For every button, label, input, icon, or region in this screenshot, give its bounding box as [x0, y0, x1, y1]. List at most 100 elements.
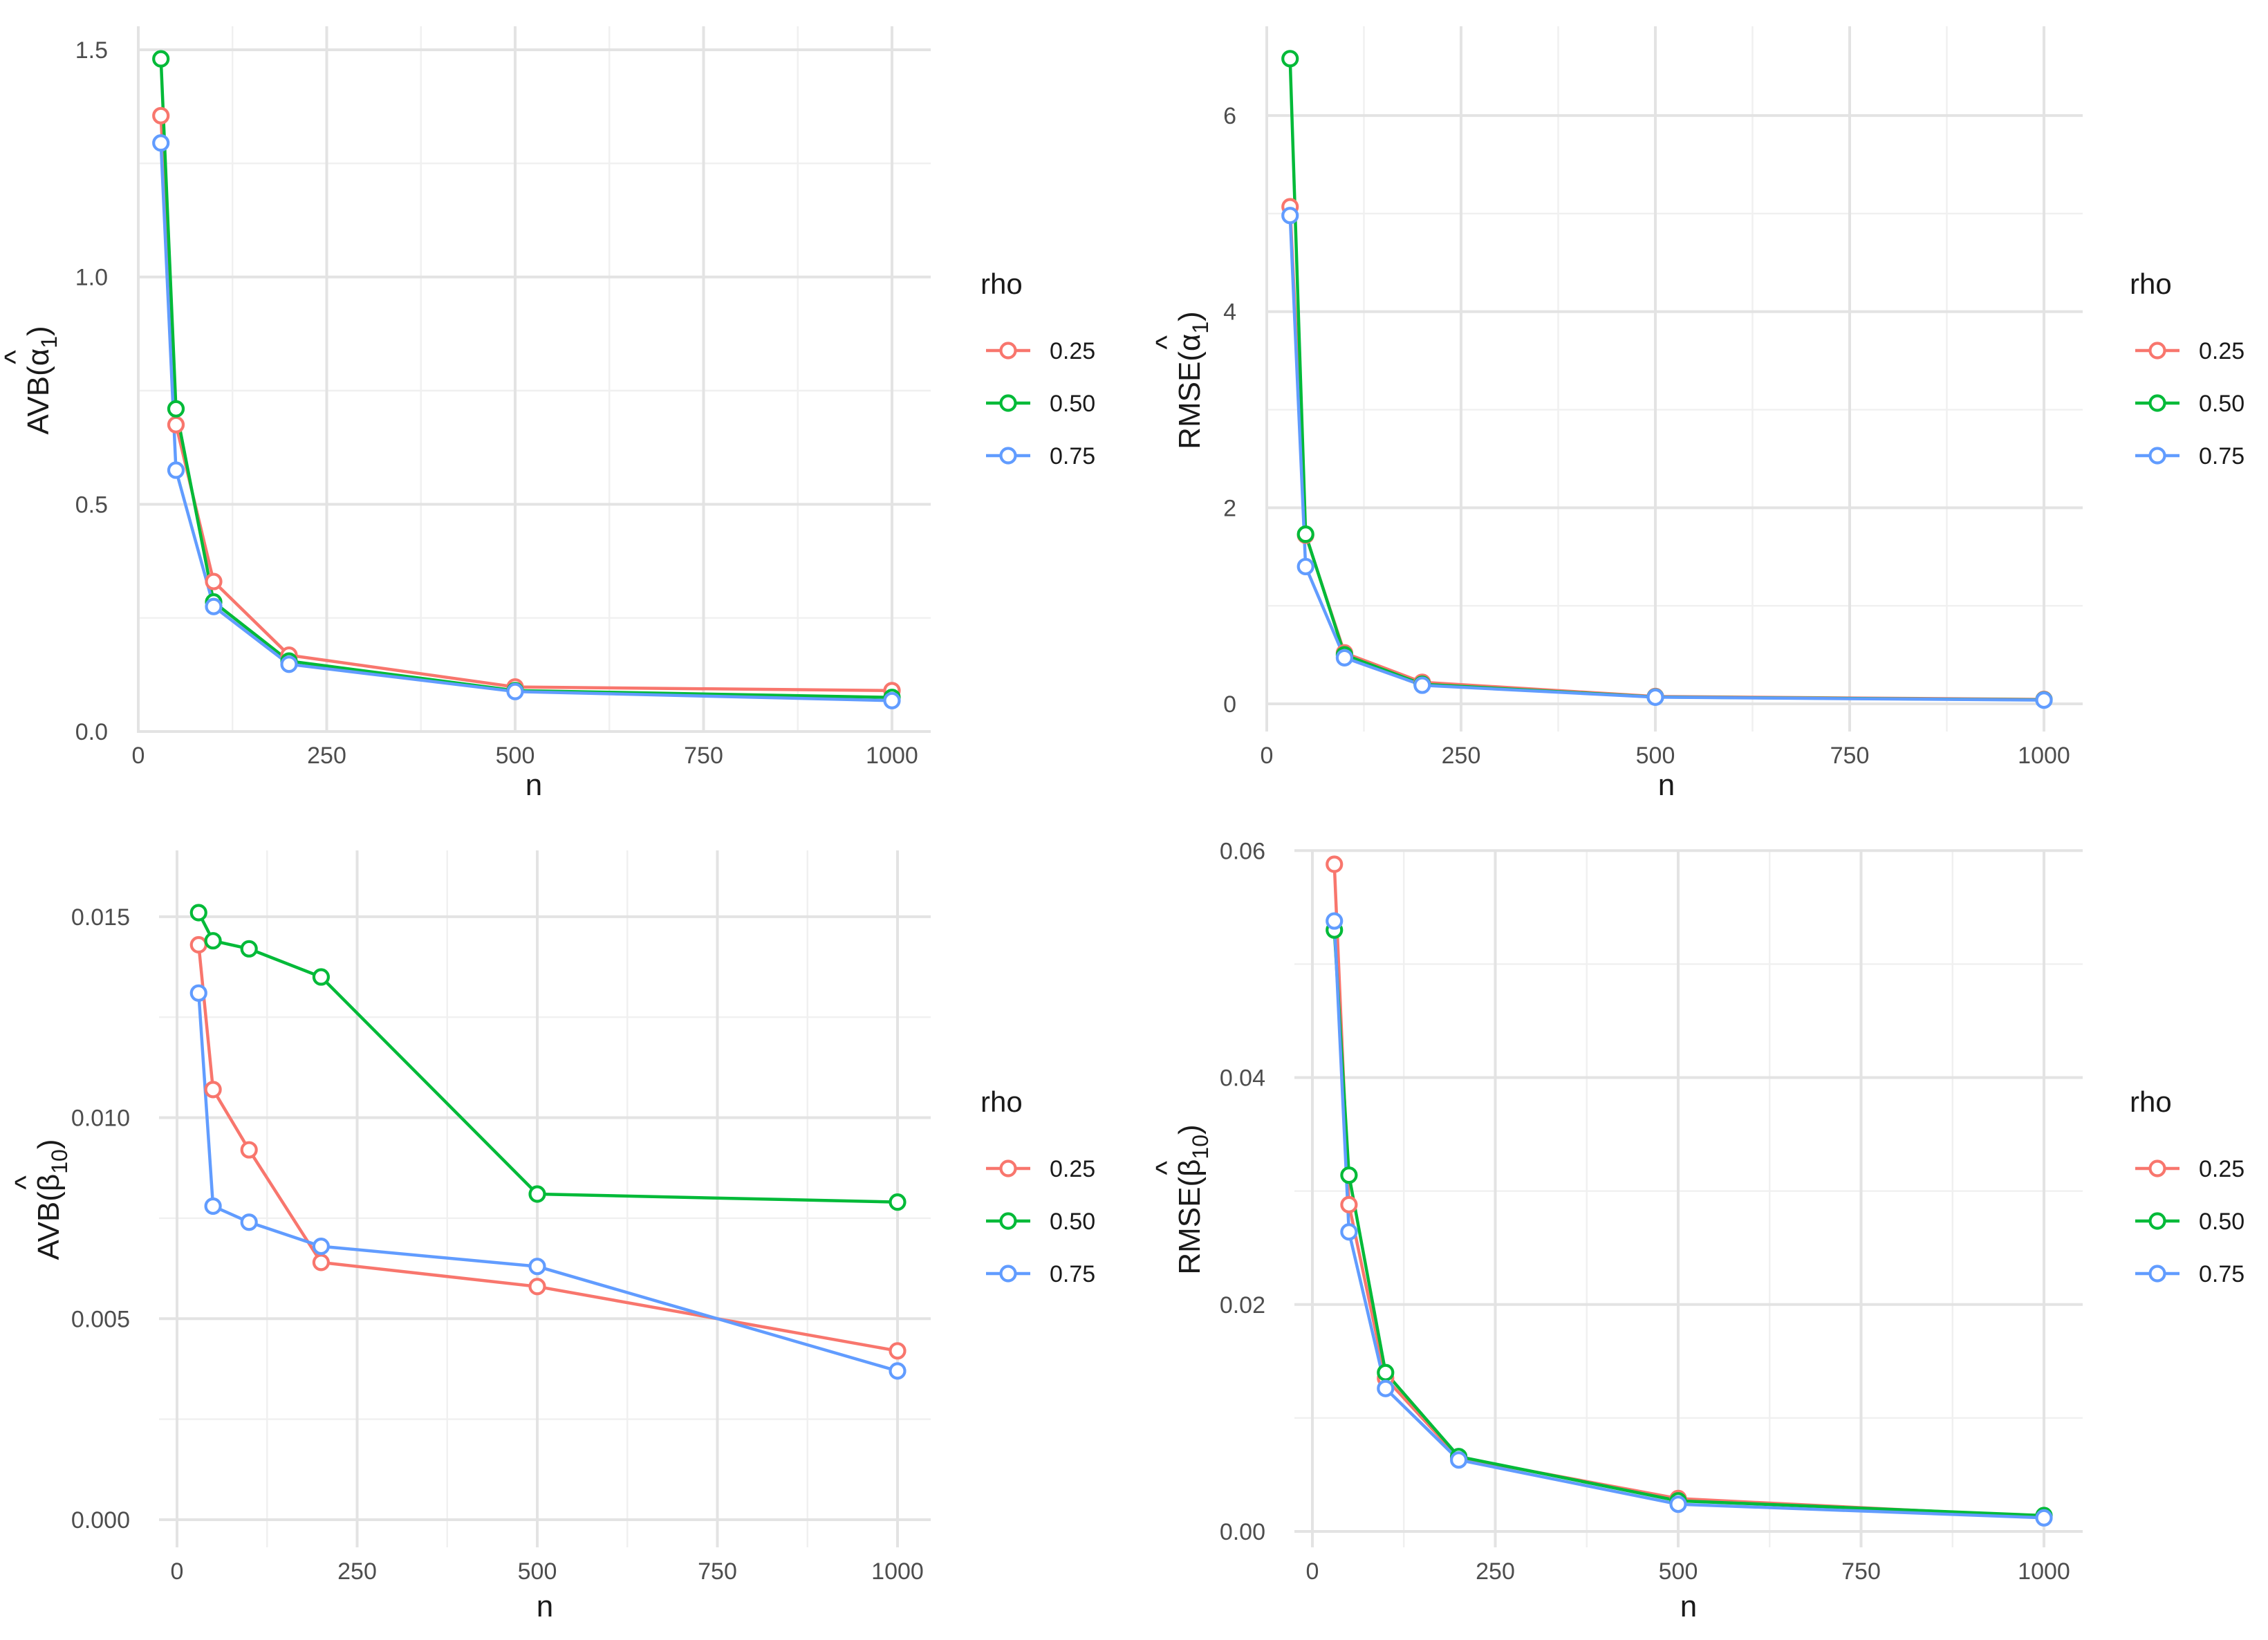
y-axis-title: AVB(α1)^: [0, 326, 62, 434]
data-point-rho-0.75: [240, 1213, 258, 1231]
y-tick-label: 0.000: [71, 1507, 130, 1534]
data-point-rho-0.75: [312, 1238, 330, 1256]
legend-label-rho: 0.50: [1050, 1209, 1095, 1235]
legend-key-point: [2148, 394, 2166, 412]
x-tick-label: 0: [132, 743, 145, 769]
legend-key-point: [2148, 1159, 2166, 1177]
y-tick-label: 2: [1223, 495, 1236, 521]
legend-label-rho: 0.75: [2199, 1261, 2244, 1287]
data-point-rho-0.75: [1450, 1451, 1468, 1469]
legend-key-point: [999, 394, 1017, 412]
panel-avb-alpha1: 0 250 500 750 10000.00.51.01.5nAVB(α1)^rho0.…: [0, 26, 1095, 802]
y-tick-label: 1.5: [75, 37, 108, 64]
y-axis-title-text: RMSE(α1): [1173, 311, 1213, 449]
y-axis-title-greek: α: [1173, 334, 1207, 351]
hat-accent: ^: [9, 1175, 43, 1190]
x-axis-title: n: [537, 1590, 553, 1623]
x-tick-label: 750: [1841, 1558, 1881, 1585]
x-tick-label: 250: [307, 743, 346, 769]
x-tick-label: 1000: [2018, 743, 2070, 769]
x-axis-title: n: [1658, 768, 1675, 802]
data-point-rho-0.25: [189, 935, 207, 954]
data-point-rho-0.50: [1340, 1166, 1358, 1184]
series-line-rho-0.75: [1288, 215, 2045, 702]
x-axis-title: n: [1680, 1590, 1697, 1623]
y-axis-title-main: AVB(: [32, 1191, 66, 1260]
series-line-rho-0.25: [159, 115, 893, 693]
y-axis-title-close: ): [1173, 311, 1207, 322]
x-tick-label: 1000: [866, 743, 918, 769]
y-tick-label: 0.00: [1220, 1519, 1265, 1545]
data-point-rho-0.75: [1377, 1379, 1395, 1397]
y-axis-title-greek: β: [1173, 1159, 1207, 1177]
data-point-rho-0.75: [1281, 207, 1299, 225]
x-tick-label: 500: [518, 1558, 557, 1585]
x-tick-label: 250: [1442, 743, 1481, 769]
legend-key-point: [2148, 342, 2166, 360]
x-tick-label: 750: [698, 1558, 737, 1585]
legend-key-point: [999, 447, 1017, 465]
data-point-rho-0.25: [204, 1081, 222, 1099]
y-axis-title: RMSE(β10)^: [1150, 1124, 1213, 1274]
legend-label-rho: 0.25: [1050, 338, 1095, 364]
data-point-rho-0.25: [528, 1278, 546, 1296]
x-tick-label: 500: [1636, 743, 1675, 769]
hat-accent: ^: [1150, 335, 1184, 350]
y-tick-label: 0.02: [1220, 1292, 1265, 1318]
legend-title: rho: [980, 1085, 1023, 1118]
panel-rmse-beta10: 0 250 500 750 1000 0.00 0.02 0.04 0.06 n RMSE(β10)…: [1150, 838, 2244, 1623]
legend-key-point: [999, 1265, 1017, 1283]
legend-title: rho: [2130, 268, 2172, 300]
y-tick-label: 0: [1223, 691, 1236, 718]
legend-key-point: [2148, 447, 2166, 465]
data-point-rho-0.50: [189, 904, 207, 922]
y-axis-title-subscript: 1: [1188, 322, 1213, 334]
data-point-rho-0.75: [506, 682, 524, 700]
data-point-rho-0.75: [204, 1197, 222, 1215]
legend-key-point: [999, 1212, 1017, 1230]
legend-label-rho: 0.50: [2199, 1209, 2244, 1235]
legend-label-rho: 0.25: [2199, 338, 2244, 364]
data-point-rho-0.75: [528, 1258, 546, 1276]
series-line-rho-0.25: [197, 944, 898, 1353]
panel-avb-beta10: 0 250 500 750 1000 0.000 0.005 0.010 0.015 n AVB(β…: [9, 850, 1095, 1623]
legend-key-point: [2148, 1265, 2166, 1283]
y-tick-label: 0.0: [75, 719, 108, 745]
series-line-rho-0.75: [1332, 920, 2045, 1520]
data-point-rho-0.50: [152, 50, 170, 68]
y-axis-title-subscript: 10: [47, 1149, 72, 1174]
hat-accent: ^: [1150, 1161, 1184, 1175]
x-tick-label: 750: [1830, 743, 1870, 769]
x-tick-label: 1000: [2018, 1558, 2070, 1585]
y-tick-label: 4: [1223, 299, 1236, 326]
legend-key-point: [999, 1159, 1017, 1177]
series-line-rho-0.50: [1288, 58, 2045, 702]
y-tick-label: 0.06: [1220, 838, 1265, 864]
y-axis-title-text: AVB(α1): [21, 326, 62, 434]
data-point-rho-0.50: [528, 1185, 546, 1203]
data-point-rho-0.75: [1340, 1223, 1358, 1241]
y-axis-title-close: ): [1173, 1124, 1207, 1135]
data-point-rho-0.75: [1326, 912, 1344, 930]
legend-label-rho: 0.25: [1050, 1156, 1095, 1182]
data-point-rho-0.75: [1296, 557, 1314, 576]
x-axis-title: n: [526, 768, 542, 802]
y-axis-title-greek: β: [32, 1174, 66, 1191]
data-point-rho-0.75: [889, 1362, 907, 1380]
data-point-rho-0.75: [280, 655, 298, 673]
data-point-rho-0.25: [1340, 1195, 1358, 1213]
data-point-rho-0.75: [205, 597, 223, 615]
series-line-rho-0.25: [1288, 206, 2045, 701]
y-axis-title-close: ): [21, 326, 55, 336]
legend-label-rho: 0.75: [1050, 1261, 1095, 1287]
x-tick-label: 500: [1659, 1558, 1698, 1585]
data-point-rho-0.50: [204, 932, 222, 950]
x-tick-label: 750: [684, 743, 723, 769]
y-axis-title-main: AVB(: [21, 366, 55, 435]
legend-key-point: [999, 342, 1017, 360]
x-tick-label: 1000: [871, 1558, 924, 1585]
y-axis-title-text: AVB(β10): [32, 1139, 72, 1260]
legend-title: rho: [980, 268, 1023, 300]
panel-rmse-alpha1: 0 250 500 750 10000246nRMSE(α1)^rho0.250.500…: [1150, 26, 2244, 802]
data-point-rho-0.25: [167, 416, 185, 434]
